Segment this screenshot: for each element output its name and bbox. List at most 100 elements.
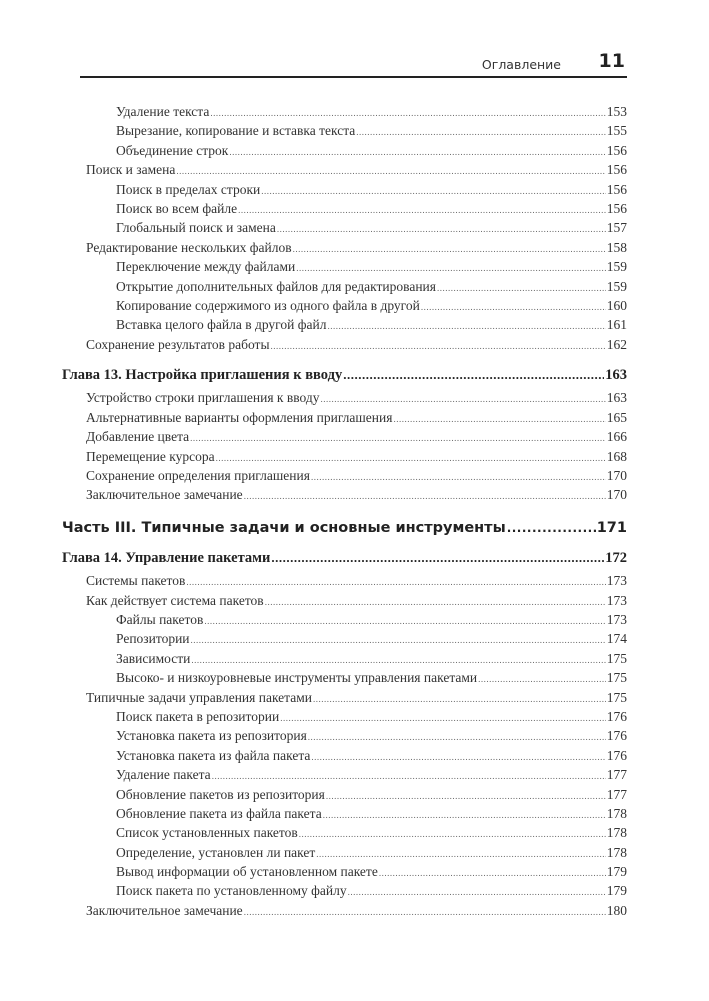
toc-entry-title: Файлы пакетов: [116, 611, 204, 627]
dot-leader: [229, 143, 605, 162]
toc-entry-page: 156: [606, 200, 627, 216]
toc-entry-title: Вывод информации об установленном пакете: [116, 864, 378, 880]
dot-leader: [313, 690, 606, 709]
toc-entry[interactable]: Перемещение курсора 168: [62, 447, 627, 466]
dot-leader: [190, 429, 606, 448]
dot-leader: [293, 240, 606, 259]
toc-entry[interactable]: Открытие дополнительных файлов для редак…: [62, 277, 627, 296]
dot-leader: [323, 806, 606, 825]
toc-entry[interactable]: Сохранение определения приглашения 170: [62, 466, 627, 485]
toc-entry-title: Список установленных пакетов: [116, 825, 298, 841]
toc-part[interactable]: Часть III. Типичные задачи и основные ин…: [62, 519, 627, 539]
toc-entry-title: Сохранение определения приглашения: [86, 468, 310, 484]
toc-chapter[interactable]: Глава 14. Управление пакетами 172: [62, 548, 627, 567]
toc-entry-title: Глобальный поиск и замена: [116, 220, 276, 236]
dot-leader: [299, 825, 606, 844]
toc-entry[interactable]: Установка пакета из репозитория 176: [62, 726, 627, 745]
toc-entry-page: 161: [606, 317, 627, 333]
toc-entry[interactable]: Сохранение результатов работы 162: [62, 335, 627, 354]
toc-entry-title: Как действует система пакетов: [86, 592, 264, 608]
toc-entry-page: 173: [606, 592, 627, 608]
toc-entry-page: 166: [606, 429, 627, 445]
dot-leader: [507, 519, 596, 538]
toc-entry-title: Удаление пакета: [116, 767, 211, 783]
toc-entry-title: Заключительное замечание: [86, 487, 243, 503]
toc-entry-page: 176: [606, 708, 627, 724]
toc-entry[interactable]: Заключительное замечание 170: [62, 485, 627, 504]
toc-entry[interactable]: Вырезание, копирование и вставка текста 1…: [62, 121, 627, 140]
dot-leader: [421, 298, 606, 317]
toc-entry[interactable]: Редактирование нескольких файлов 158: [62, 238, 627, 257]
toc-entry-page: 177: [606, 786, 627, 802]
toc-entry[interactable]: Удаление пакета 177: [62, 765, 627, 784]
toc-entry[interactable]: Добавление цвета 166: [62, 427, 627, 446]
toc-entry[interactable]: Копирование содержимого из одного файла …: [62, 296, 627, 315]
toc-entry-title: Поиск во всем файле: [116, 200, 238, 216]
toc-entry[interactable]: Объединение строк 156: [62, 141, 627, 160]
toc-entry[interactable]: Глобальный поиск и замена 157: [62, 218, 627, 237]
toc-entry-title: Зависимости: [116, 650, 191, 666]
toc-chapter[interactable]: Глава 13. Настройка приглашения к вводу 1…: [62, 365, 627, 384]
dot-leader: [348, 883, 606, 902]
toc-entry-title: Открытие дополнительных файлов для редак…: [116, 278, 436, 294]
toc-entry-title: Установка пакета из файла пакета: [116, 747, 311, 763]
toc-entry-title: Обновление пакета из файла пакета: [116, 805, 322, 821]
dot-leader: [478, 670, 606, 689]
toc-entry[interactable]: Репозитории 174: [62, 629, 627, 648]
toc-entry-title: Альтернативные варианты оформления пригл…: [86, 409, 393, 425]
toc-entry-title: Глава 14. Управление пакетами: [62, 549, 271, 566]
toc-entry-title: Копирование содержимого из одного файла …: [116, 297, 420, 313]
toc-entry[interactable]: Альтернативные варианты оформления пригл…: [62, 408, 627, 427]
toc-entry[interactable]: Обновление пакета из файла пакета 178: [62, 804, 627, 823]
dot-leader: [356, 123, 605, 142]
toc-entry[interactable]: Зависимости 175: [62, 649, 627, 668]
dot-leader: [308, 728, 606, 747]
toc-entry[interactable]: Типичные задачи управления пакетами 175: [62, 688, 627, 707]
toc-entry-title: Типичные задачи управления пакетами: [86, 689, 312, 705]
toc-entry-title: Установка пакета из репозитория: [116, 728, 307, 744]
toc-entry-title: Удаление текста: [116, 104, 210, 119]
toc-entry[interactable]: Системы пакетов 173: [62, 571, 627, 590]
dot-leader: [311, 468, 606, 487]
toc-entry-page: 159: [606, 278, 627, 294]
toc-entry[interactable]: Как действует система пакетов 173: [62, 591, 627, 610]
toc-entry[interactable]: Вставка целого файла в другой файл 161: [62, 315, 627, 334]
toc-entry[interactable]: Установка пакета из файла пакета 176: [62, 746, 627, 765]
toc-entry-page: 156: [606, 142, 627, 158]
toc-entry-page: 173: [606, 573, 627, 589]
toc-entry-page: 153: [606, 104, 627, 119]
toc-entry-title: Объединение строк: [116, 142, 229, 158]
toc-entry[interactable]: Удаление текста 153: [62, 102, 627, 121]
toc-entry-title: Высоко- и низкоуровневые инструменты упр…: [116, 670, 478, 686]
toc-entry-page: 178: [606, 805, 627, 821]
toc-entry[interactable]: Поиск и замена 156: [62, 160, 627, 179]
toc-entry[interactable]: Высоко- и низкоуровневые инструменты упр…: [62, 668, 627, 687]
toc-entry[interactable]: Файлы пакетов 173: [62, 610, 627, 629]
toc-entry-page: 157: [606, 220, 627, 236]
toc-entry[interactable]: Вывод информации об установленном пакете…: [62, 862, 627, 881]
toc-entry-title: Сохранение результатов работы: [86, 336, 270, 352]
toc-entry-title: Вставка целого файла в другой файл: [116, 317, 327, 333]
dot-leader: [280, 709, 606, 728]
toc-entry-page: 175: [606, 670, 627, 686]
toc-entry-page: 175: [606, 650, 627, 666]
toc-entry-title: Репозитории: [116, 631, 190, 647]
toc-entry[interactable]: Устройство строки приглашения к вводу 163: [62, 388, 627, 407]
dot-leader: [261, 182, 606, 201]
toc-entry-title: Добавление цвета: [86, 429, 190, 445]
toc-entry-page: 160: [606, 297, 627, 313]
toc-entry-page: 155: [606, 123, 627, 139]
toc-entry[interactable]: Поиск в пределах строки 156: [62, 180, 627, 199]
toc-entry-page: 156: [606, 162, 627, 178]
dot-leader: [244, 903, 606, 922]
toc-entry-title: Системы пакетов: [86, 573, 186, 589]
toc-entry[interactable]: Список установленных пакетов 178: [62, 823, 627, 842]
toc-entry[interactable]: Поиск пакета в репозитории 176: [62, 707, 627, 726]
toc-entry[interactable]: Поиск во всем файле 156: [62, 199, 627, 218]
toc-entry[interactable]: Заключительное замечание 180: [62, 901, 627, 920]
toc-entry[interactable]: Поиск пакета по установленному файлу 179: [62, 881, 627, 900]
toc-entry[interactable]: Определение, установлен ли пакет 178: [62, 843, 627, 862]
toc-entry[interactable]: Переключение между файлами 159: [62, 257, 627, 276]
toc-entry-page: 180: [606, 902, 627, 918]
toc-entry[interactable]: Обновление пакетов из репозитория 177: [62, 785, 627, 804]
